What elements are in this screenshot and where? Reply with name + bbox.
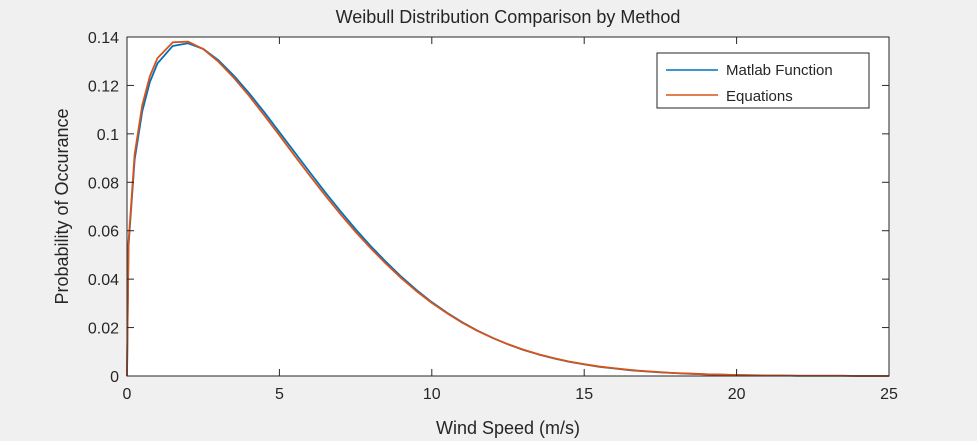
x-tick-label: 10: [423, 386, 441, 403]
y-tick-label: 0.02: [88, 321, 119, 338]
x-tick-label: 15: [575, 386, 593, 403]
y-axis-label: Probability of Occurance: [52, 108, 72, 304]
y-axis-ticks: 0 0.02 0.04 0.06 0.08 0.1 0.12 0.14: [88, 30, 889, 386]
x-tick-label: 5: [275, 386, 284, 403]
y-tick-label: 0.08: [88, 175, 119, 192]
chart-title: Weibull Distribution Comparison by Metho…: [336, 7, 681, 27]
y-tick-label: 0.1: [97, 127, 119, 144]
y-tick-label: 0.12: [88, 78, 119, 95]
x-tick-label: 20: [728, 386, 746, 403]
y-tick-label: 0.04: [88, 272, 119, 289]
legend: Matlab Function Equations: [656, 52, 870, 109]
x-axis-ticks: 0 5 10 15 20 25: [123, 37, 898, 403]
y-tick-label: 0.14: [88, 30, 119, 47]
legend-label-equations: Equations: [726, 88, 793, 105]
x-axis-label: Wind Speed (m/s): [436, 418, 580, 438]
x-tick-label: 25: [880, 386, 898, 403]
x-tick-label: 0: [123, 386, 132, 403]
legend-label-matlab-function: Matlab Function: [726, 62, 833, 79]
series-group: [126, 40, 889, 377]
series-line-equations: [126, 40, 889, 377]
y-tick-label: 0: [110, 369, 119, 386]
y-tick-label: 0.06: [88, 224, 119, 241]
legend-box: [656, 52, 870, 109]
plot-frame: [126, 36, 890, 377]
